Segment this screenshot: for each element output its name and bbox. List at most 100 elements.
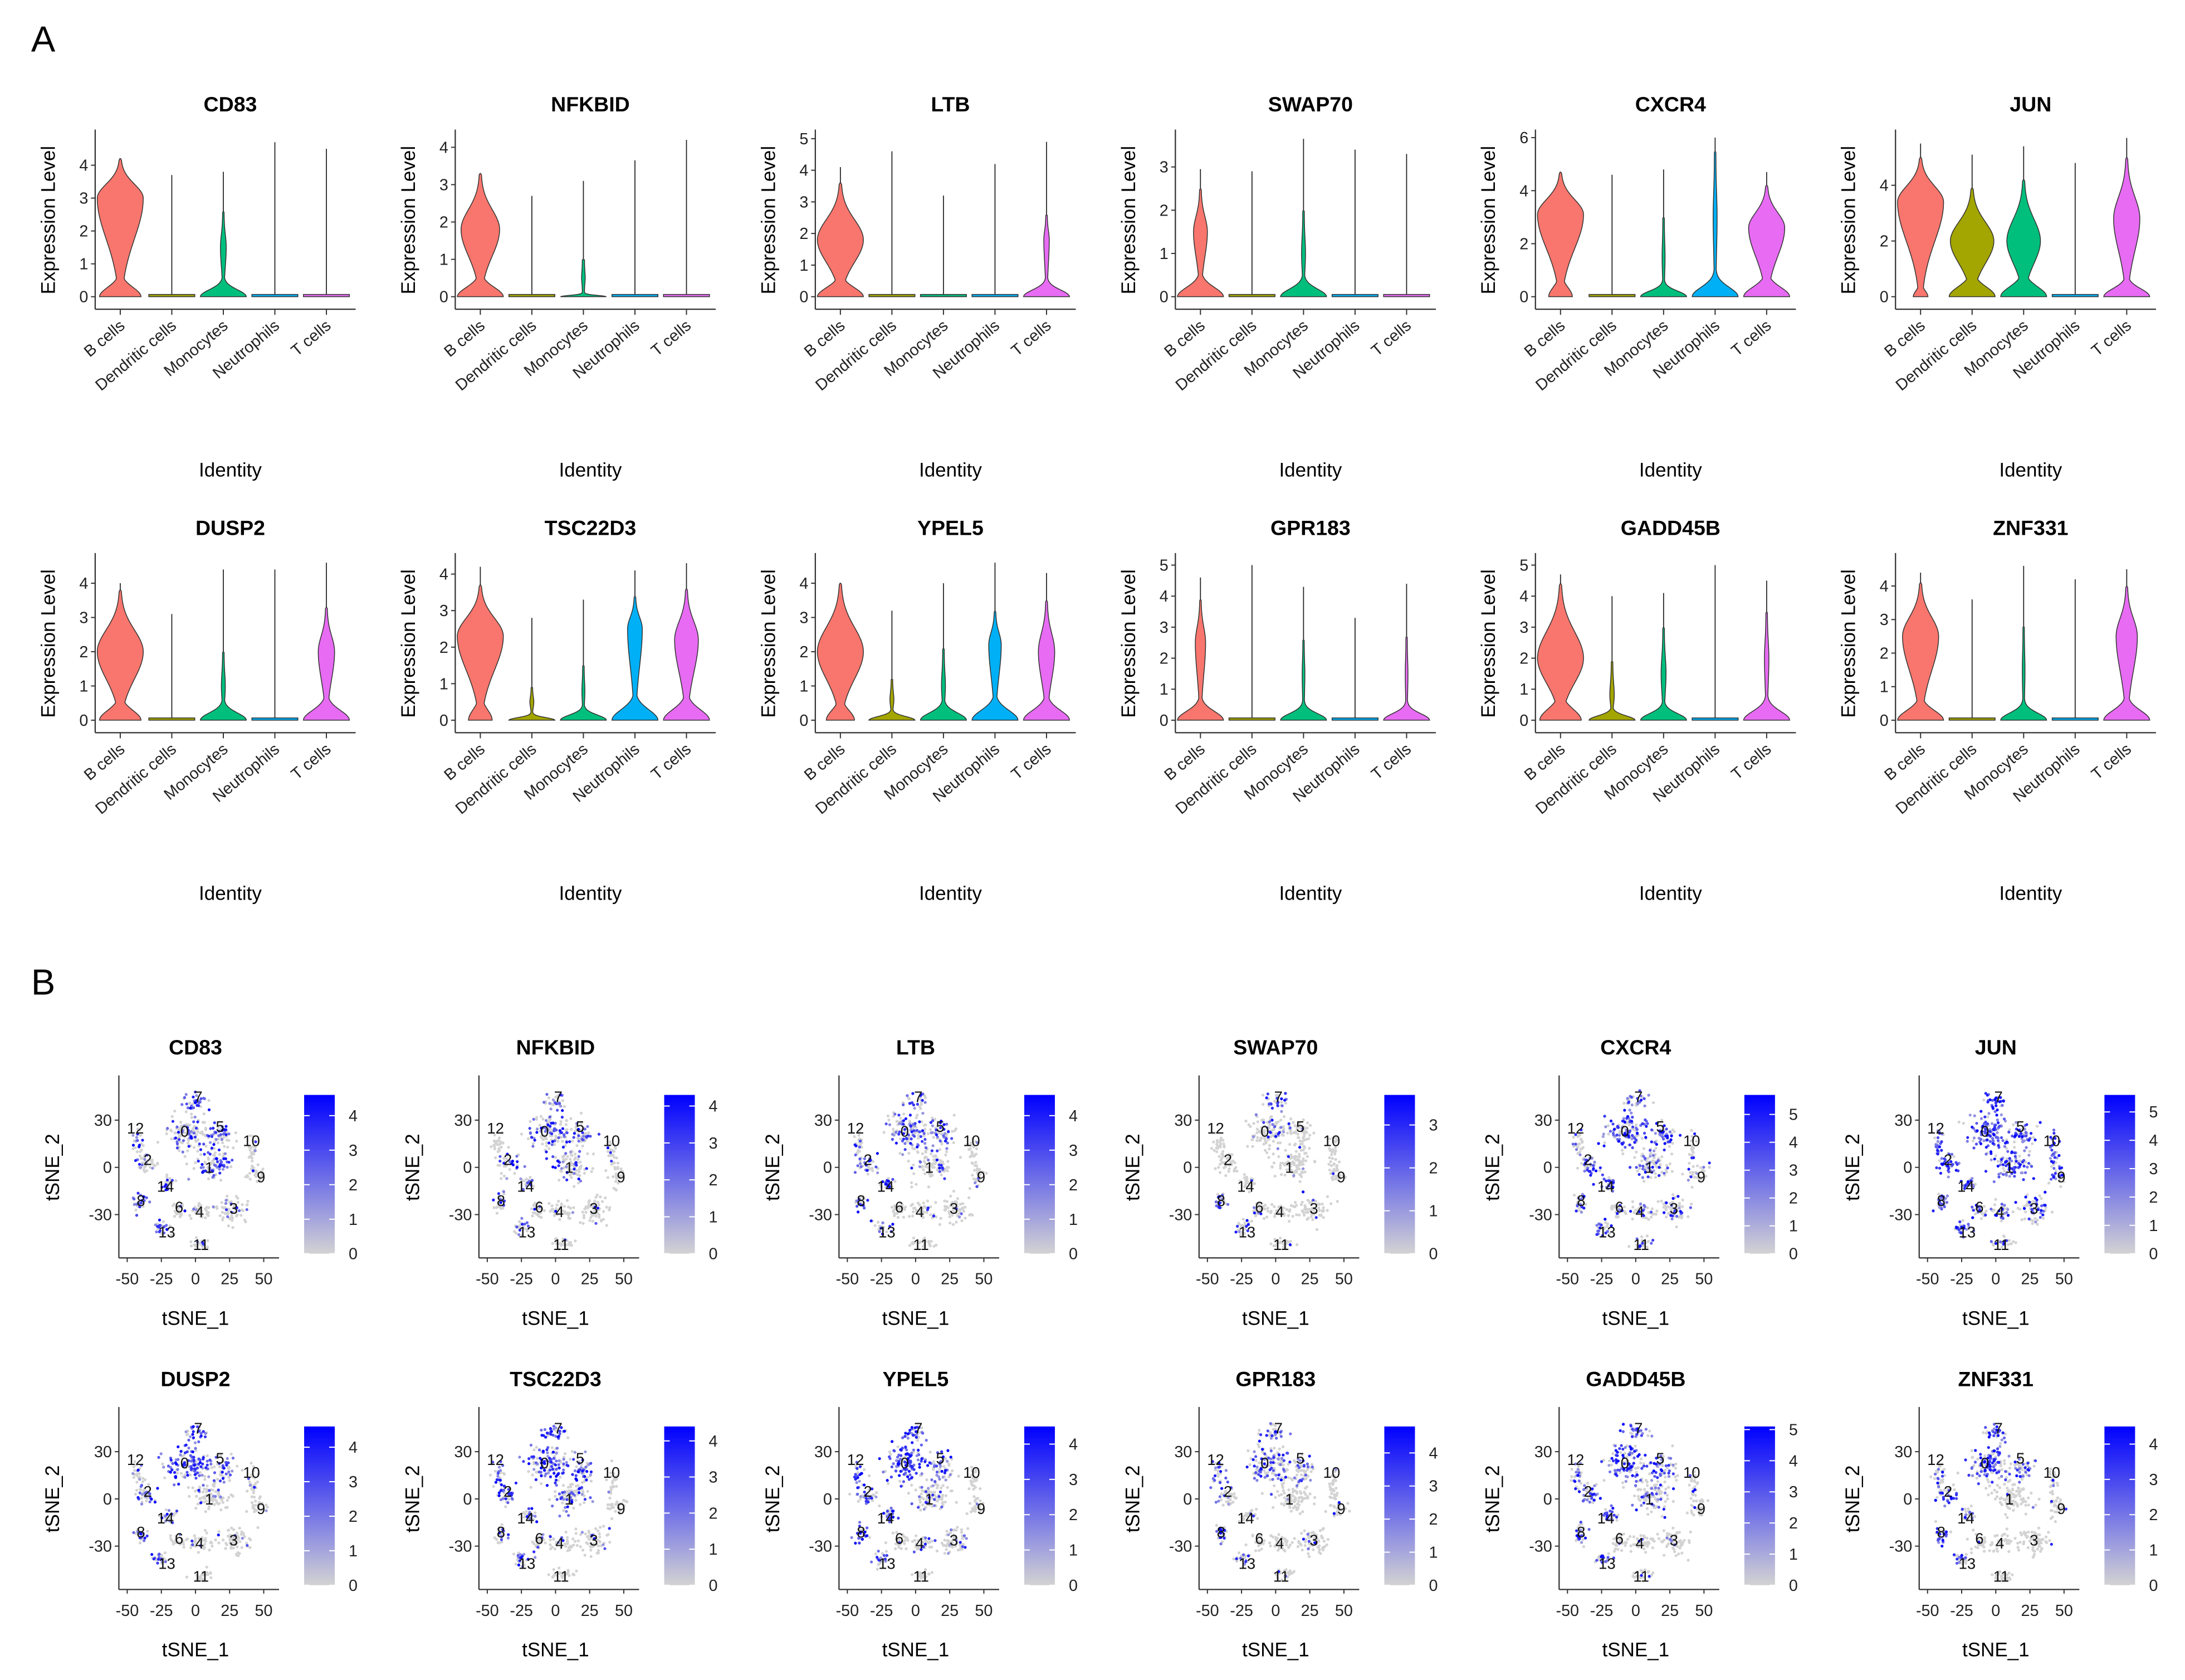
- tsne-point: [1623, 1108, 1626, 1112]
- tsne-point: [952, 1189, 956, 1193]
- violin-b-cells: [1537, 172, 1584, 297]
- tsne-point: [1615, 1134, 1619, 1137]
- tsne-point: [2013, 1151, 2016, 1155]
- tsne-point: [570, 1172, 574, 1175]
- tsne-point: [1688, 1161, 1691, 1165]
- x-axis-label: Identity: [1279, 883, 1342, 905]
- tsne-point: [947, 1130, 950, 1134]
- tsne-point: [1243, 1173, 1246, 1176]
- tsne-point: [214, 1495, 217, 1498]
- tsne-point: [563, 1105, 566, 1108]
- tsne-point: [183, 1209, 187, 1213]
- tsne-point: [163, 1231, 166, 1235]
- tsne-point: [1984, 1209, 1988, 1213]
- tsne-point: [1332, 1162, 1336, 1165]
- tsne-point: [203, 1474, 207, 1478]
- tsne-point: [1299, 1142, 1302, 1146]
- tsne-point: [192, 1106, 195, 1110]
- tsne-point: [1675, 1225, 1678, 1229]
- y-tick-label: -30: [449, 1206, 472, 1224]
- tsne-point: [230, 1214, 233, 1217]
- tsne-point: [2031, 1142, 2034, 1145]
- tsne-point: [194, 1507, 198, 1510]
- tsne-point: [2006, 1208, 2010, 1211]
- tsne-point: [2039, 1121, 2042, 1124]
- tsne-point: [254, 1140, 257, 1144]
- tsne-point: [935, 1243, 938, 1247]
- tsne-point: [902, 1103, 905, 1107]
- tsne-point: [539, 1115, 543, 1119]
- tsne-point: [554, 1166, 557, 1169]
- tsne-point: [1256, 1136, 1259, 1139]
- tsne-point: [2041, 1213, 2045, 1217]
- tsne-point: [2010, 1150, 2013, 1154]
- tsne-point: [1622, 1102, 1626, 1105]
- tsne-point: [908, 1215, 911, 1218]
- tsne-point: [234, 1131, 237, 1135]
- tsne-point: [1269, 1102, 1273, 1106]
- tsne-point: [174, 1131, 178, 1135]
- tsne-point: [572, 1136, 575, 1139]
- tsne-point: [2052, 1175, 2055, 1179]
- tsne-point: [1640, 1159, 1644, 1163]
- x-tick-label: 50: [255, 1271, 273, 1288]
- tsne-point: [922, 1124, 926, 1127]
- tsne-point: [579, 1160, 582, 1164]
- y-tick-label: 4: [79, 157, 88, 175]
- tsne-point: [929, 1205, 932, 1209]
- y-axis-label: Expression Level: [1118, 146, 1140, 295]
- tsne-point: [1655, 1209, 1659, 1213]
- tsne-point: [492, 1198, 495, 1202]
- tsne-point: [1276, 1147, 1279, 1150]
- tsne-point: [1646, 1122, 1649, 1125]
- tsne-point: [209, 1571, 212, 1574]
- tsne-point: [2003, 1145, 2006, 1148]
- tsne-point: [1333, 1150, 1337, 1154]
- tsne-point: [1292, 1121, 1295, 1124]
- tsne-point: [1656, 1200, 1660, 1203]
- cluster-label: 10: [243, 1132, 260, 1150]
- tsne-point: [1990, 1158, 1993, 1161]
- tsne-point: [1273, 1174, 1277, 1178]
- cluster-label: 0: [540, 1123, 549, 1140]
- tsne-point: [205, 1212, 209, 1216]
- tsne-point: [502, 1192, 506, 1195]
- tsne-point: [2013, 1155, 2017, 1158]
- tsne-point: [902, 1112, 906, 1116]
- x-axis-label: Identity: [919, 459, 982, 481]
- tsne-point: [904, 1205, 907, 1209]
- tsne-point: [974, 1152, 978, 1156]
- tsne-point: [2036, 1223, 2039, 1226]
- tsne-point: [1284, 1092, 1287, 1095]
- tsne-point: [516, 1160, 519, 1164]
- tsne-point: [869, 1219, 873, 1223]
- tsne-point: [236, 1464, 239, 1468]
- tsne-point: [1934, 1145, 1938, 1149]
- tsne-point: [953, 1129, 957, 1132]
- tsne-point: [1294, 1150, 1298, 1153]
- tsne-point: [229, 1202, 233, 1205]
- tsne-point: [217, 1541, 221, 1545]
- tsne-point: [490, 1145, 493, 1149]
- tsne-point: [576, 1158, 580, 1161]
- cluster-label: 10: [1323, 1132, 1341, 1150]
- cluster-label: 1: [2005, 1159, 2013, 1176]
- tsne-point: [178, 1149, 181, 1152]
- y-tick-label: 3: [799, 193, 808, 211]
- tsne-point: [594, 1195, 598, 1199]
- tsne-point: [201, 1163, 204, 1166]
- tsne-point: [612, 1175, 615, 1179]
- tsne-point: [1308, 1147, 1311, 1150]
- cluster-label: 11: [1273, 1236, 1289, 1253]
- tsne-point: [540, 1136, 543, 1139]
- tsne-point: [204, 1128, 208, 1131]
- tsne-point: [2000, 1113, 2003, 1117]
- tsne-point: [1216, 1140, 1219, 1144]
- colorbar-tick-label: 2: [1069, 1176, 1078, 1194]
- tsne-point: [565, 1212, 569, 1215]
- tsne-point: [550, 1132, 554, 1136]
- tsne-point: [2013, 1170, 2016, 1174]
- tsne-point: [1650, 1128, 1654, 1132]
- tsne-point: [245, 1510, 248, 1513]
- tsne-point: [139, 1134, 143, 1137]
